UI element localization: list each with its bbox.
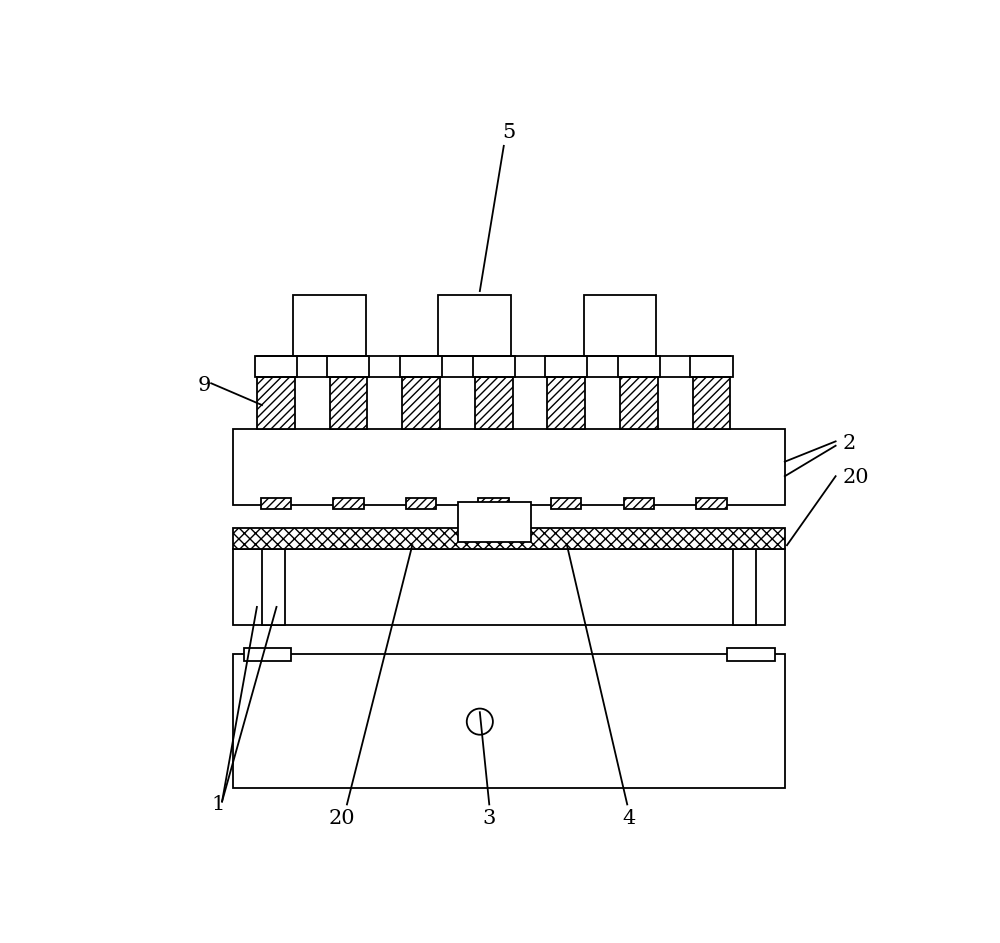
- Bar: [233, 654, 785, 788]
- Text: 2: 2: [843, 434, 856, 453]
- Bar: [438, 294, 511, 356]
- Bar: [733, 549, 756, 625]
- Bar: [402, 377, 440, 429]
- Bar: [693, 377, 730, 429]
- Bar: [244, 648, 291, 661]
- Bar: [475, 377, 512, 429]
- Bar: [406, 498, 436, 509]
- Bar: [545, 356, 587, 377]
- Bar: [458, 502, 531, 541]
- Bar: [584, 294, 656, 356]
- Text: 5: 5: [502, 124, 515, 142]
- Bar: [696, 498, 727, 509]
- Text: 20: 20: [843, 468, 870, 488]
- Text: 1: 1: [212, 795, 225, 814]
- Bar: [257, 377, 295, 429]
- Text: 3: 3: [483, 809, 496, 828]
- Bar: [233, 429, 785, 505]
- Bar: [261, 498, 291, 509]
- Bar: [330, 377, 367, 429]
- Bar: [690, 356, 733, 377]
- Bar: [262, 549, 285, 625]
- Bar: [233, 528, 785, 549]
- Bar: [333, 498, 364, 509]
- Bar: [473, 356, 515, 377]
- Bar: [727, 648, 775, 661]
- Bar: [618, 356, 660, 377]
- Bar: [400, 356, 442, 377]
- Bar: [233, 549, 785, 625]
- Bar: [551, 498, 581, 509]
- Bar: [293, 294, 366, 356]
- Bar: [478, 498, 509, 509]
- Bar: [547, 377, 585, 429]
- Text: 9: 9: [197, 376, 211, 395]
- Bar: [327, 356, 369, 377]
- Text: 4: 4: [622, 809, 635, 828]
- Bar: [624, 498, 654, 509]
- Bar: [255, 356, 297, 377]
- Bar: [620, 377, 658, 429]
- Text: 20: 20: [329, 809, 355, 828]
